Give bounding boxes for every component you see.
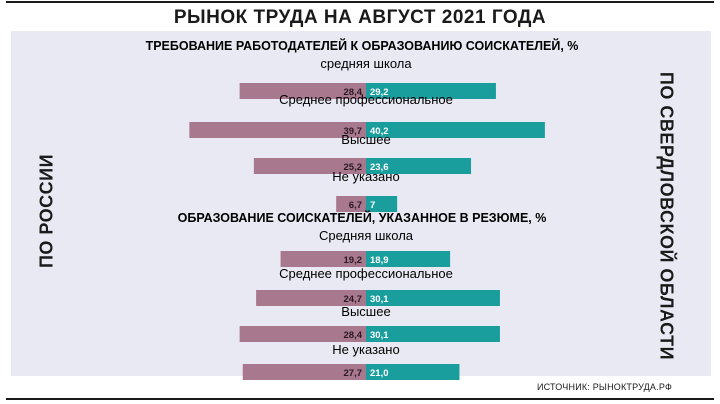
russia-bar: [239, 326, 366, 342]
sverdlovsk-value-label: 18,9: [370, 255, 389, 266]
page-title: РЫНОК ТРУДА НА АВГУСТ 2021 ГОДА: [173, 7, 547, 28]
sverdlovsk-bar: [366, 83, 496, 99]
sverdlovsk-value-label: 40,2: [370, 126, 389, 137]
category-label: Среднее профессиональное: [279, 92, 453, 107]
russia-bar: [336, 196, 366, 212]
russia-bar: [239, 83, 366, 99]
sverdlovsk-value-label: 29,2: [370, 87, 389, 98]
russia-value-label: 6,7: [349, 200, 362, 211]
russia-value-label: 28,4: [344, 330, 363, 341]
russia-value-label: 28,4: [344, 87, 363, 98]
sverdlovsk-value-label: 23,6: [370, 162, 389, 173]
top-rule: [6, 1, 714, 3]
sverdlovsk-value-label: 30,1: [370, 294, 389, 305]
category-label: Высшее: [341, 132, 390, 147]
russia-value-label: 25,2: [344, 162, 363, 173]
category-label: Среднее профессиональное: [279, 266, 453, 281]
russia-value-label: 27,7: [344, 368, 363, 379]
category-label: Не указано: [332, 342, 399, 357]
category-label: Не указано: [332, 169, 399, 184]
russia-bar: [256, 290, 366, 306]
russia-bar: [189, 122, 366, 138]
sverdlovsk-bar: [366, 158, 472, 174]
russia-bar: [242, 364, 366, 380]
section-title: ОБРАЗОВАНИЕ СОИСКАТЕЛЕЙ, УКАЗАННОЕ В РЕЗ…: [178, 210, 547, 225]
sverdlovsk-value-label: 30,1: [370, 330, 389, 341]
sverdlovsk-bar: [366, 326, 500, 342]
sverdlovsk-value-label: 21,0: [370, 368, 389, 379]
sverdlovsk-bar: [366, 290, 500, 306]
russia-bar: [280, 251, 366, 267]
russia-value-label: 19,2: [344, 255, 363, 266]
russia-bar: [253, 158, 366, 174]
category-label: Средняя школа: [319, 228, 414, 243]
category-label: Высшее: [341, 304, 390, 319]
section-title: ТРЕБОВАНИЕ РАБОТОДАТЕЛЕЙ К ОБРАЗОВАНИЮ С…: [146, 38, 579, 53]
category-label: средняя школа: [320, 56, 412, 71]
bottom-rule: [6, 398, 714, 400]
sverdlovsk-bar: [366, 122, 545, 138]
sverdlovsk-bar: [366, 364, 460, 380]
sverdlovsk-bar: [366, 196, 398, 212]
sverdlovsk-bar: [366, 251, 451, 267]
sverdlovsk-value-label: 7: [370, 200, 375, 211]
russia-value-label: 24,7: [344, 294, 363, 305]
source-note: ИСТОЧНИК: РЫНОКТРУДА.РФ: [536, 382, 672, 392]
russia-value-label: 39,7: [344, 126, 363, 137]
